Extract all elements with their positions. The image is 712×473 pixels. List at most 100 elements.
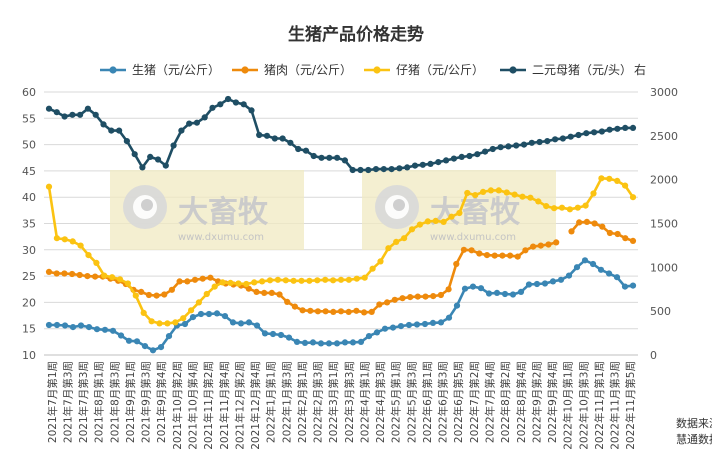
x-tick-label: 2021年9月第3周 [140,361,153,443]
data-point [614,125,621,132]
data-point [154,156,162,163]
data-point [574,204,581,211]
x-tick-label: 2021年9月第1周 [124,361,137,443]
data-point [458,153,465,160]
y-left-tick-label: 30 [22,244,36,257]
data-point [461,285,469,292]
data-point [517,288,525,295]
data-point [472,192,479,199]
data-point [317,340,325,347]
x-tick-label: 2022年8月第2周 [499,361,512,443]
x-tick-label: 2022年6月第5周 [452,361,465,443]
data-point [559,135,567,142]
data-point [373,329,381,336]
data-point [528,139,535,146]
data-point [69,111,76,118]
x-tick-label: 2022年10月第1周 [562,361,575,450]
data-point [440,218,447,225]
x-tick-label: 2022年11月第3周 [609,361,622,450]
data-point [203,290,210,298]
x-tick-label: 2021年12月第4周 [249,361,262,450]
legend-marker [373,66,381,74]
data-point [408,226,416,233]
legend-marker [241,66,249,74]
data-point [168,286,175,293]
data-point [76,271,83,279]
data-point [240,101,247,108]
data-point [385,245,392,252]
y-left-tick-label: 10 [22,349,36,362]
data-point [322,276,329,283]
data-point [330,277,337,284]
data-point [261,289,268,296]
data-point [93,259,100,266]
watermark-url: www.dxumu.com [430,232,516,243]
data-point [248,107,255,114]
data-point [293,338,301,345]
x-tick-label: 2022年3月第1周 [327,361,340,443]
data-point [108,127,115,134]
legend-label: 猪肉（元/公斤） [264,63,352,77]
data-point [221,313,229,320]
data-point [525,281,533,288]
data-point [138,288,145,295]
data-point [109,274,116,281]
data-point [229,319,237,326]
data-point [124,280,131,287]
data-point [573,264,581,271]
data-point [314,308,321,315]
data-point [589,260,597,268]
data-point [157,344,165,351]
data-point [537,242,544,249]
data-point [164,320,171,327]
data-point [357,166,364,174]
data-point [253,288,260,295]
data-point [414,293,421,300]
watermark-url: www.dxumu.com [178,232,264,243]
data-point [299,307,306,314]
data-point [199,275,206,282]
data-point [306,277,313,284]
data-point [186,120,193,127]
legend-label: 二元母猪（元/头） [532,63,632,77]
legend: 生猪（元/公斤） 猪肉（元/公斤） 仔猪（元/公斤） 二元母猪（元/头） [100,63,632,77]
data-point [380,166,387,173]
data-point [172,319,179,326]
series-line [48,97,633,172]
data-point [349,166,356,174]
data-point [388,166,395,173]
data-point [590,190,597,197]
data-point [53,321,61,329]
y-left-tick-label: 55 [22,112,36,125]
data-point [261,330,269,337]
data-point [276,291,283,298]
data-point [69,270,76,278]
data-point [195,299,202,306]
data-point [77,242,84,249]
data-point [495,187,502,194]
data-point [357,338,365,345]
data-point [487,187,494,194]
data-point [301,339,309,346]
data-point [543,203,550,210]
data-point [337,276,345,283]
data-point [448,213,455,220]
data-point [181,320,189,328]
data-point [349,339,357,346]
data-point [468,247,475,254]
data-point [140,309,147,316]
data-point [566,206,574,213]
data-point [325,340,333,347]
x-tick-label: 2021年10月第4周 [187,361,200,450]
data-point [416,221,423,228]
data-point [437,291,444,299]
data-point [368,308,375,315]
y-right-tick-label: 1000 [650,261,678,274]
data-point [629,237,637,244]
x-tick-label: 2022年5月第1周 [390,361,403,443]
data-point [84,105,91,112]
data-point [421,320,429,328]
data-point [389,324,397,331]
data-point [369,265,376,272]
